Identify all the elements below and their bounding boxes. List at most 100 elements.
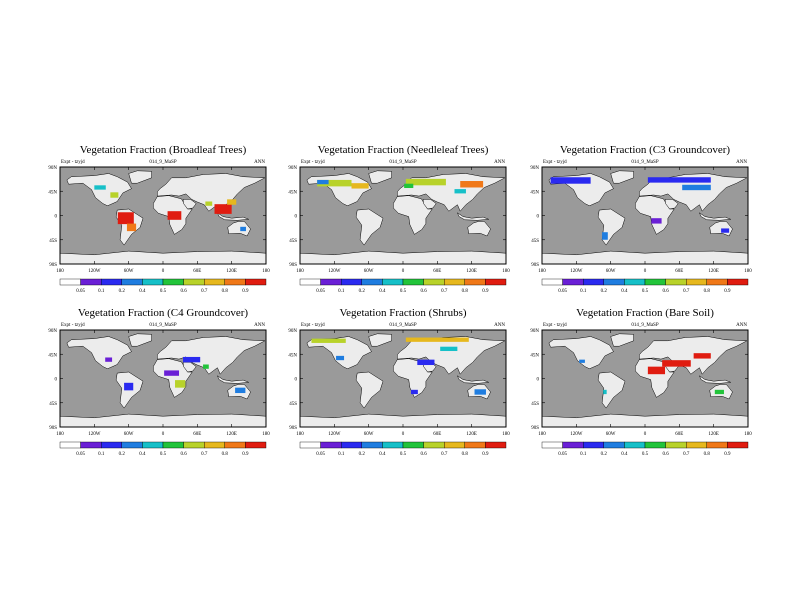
colorbar-swatch [183,278,205,286]
colorbar-swatch [464,278,486,286]
colorbar-label: 0.05 [558,289,567,294]
colorbar-swatch [541,441,563,449]
colorbar-swatch [80,441,102,449]
lat-tick-label: 45N [288,190,297,195]
data-patch [474,389,486,395]
land-africa [153,358,193,398]
land-australia [227,221,251,237]
colorbar-swatch [224,278,246,286]
lat-tick-label: 0 [55,215,58,220]
lon-tick-label: 180 [296,269,304,274]
colorbar-swatch [665,441,687,449]
data-patch [110,192,119,198]
lon-tick-label: 120E [226,269,237,274]
data-patch [647,177,711,183]
colorbar-swatch [562,278,584,286]
data-patch [404,183,414,189]
land-arabia [182,199,197,210]
lon-tick-label: 120E [708,269,719,274]
colorbar-label: 0.7 [683,452,690,457]
panel-title: Vegetation Fraction (Needleleaf Trees) [318,144,489,156]
land-greenland [128,170,152,184]
map-panel-needleleaf_trees: Vegetation Fraction (Needleleaf Trees) Ex… [288,144,510,294]
colorbar-swatch [299,441,321,449]
colorbar-swatch [59,278,81,286]
lat-tick-label: 45N [288,353,297,358]
lon-tick-label: 120E [708,432,719,437]
colorbar-label: 0.9 [242,289,249,294]
data-patch [602,232,608,240]
run-label: 014_9_MaSP [631,160,658,165]
colorbar-label: 0.6 [420,289,427,294]
colorbar-label: 0.1 [580,289,587,294]
data-patch [454,189,466,194]
lon-tick-label: 0 [402,269,405,274]
colorbar-label: 0.5 [400,289,407,294]
colorbar-swatch [121,278,143,286]
colorbar-label: 0.9 [724,289,731,294]
lon-tick-label: 180 [502,432,510,437]
data-patch [203,364,209,369]
data-patch [714,389,724,395]
experiment-label: Expt - tzyjd [61,160,85,165]
lon-tick-label: 180 [538,432,546,437]
colorbar-swatch [341,441,363,449]
lon-tick-label: 60W [124,269,134,274]
colorbar-label: 0.2 [119,452,126,457]
colorbar-label: 0.6 [180,289,187,294]
colorbar-swatch [444,441,466,449]
lat-tick-label: 45S [49,239,57,244]
panel-title: Vegetation Fraction (Shrubs) [339,307,466,319]
colorbar-label: 0.8 [222,289,229,294]
data-patch [647,366,666,375]
colorbar-swatch [320,441,342,449]
colorbar-swatch [100,278,122,286]
experiment-label: Expt - tzyjd [301,323,325,328]
lat-tick-label: 45S [289,239,297,244]
lon-tick-label: 120W [88,432,101,437]
lon-tick-label: 60W [606,432,616,437]
run-label: 014_9_MaSP [149,160,176,165]
lon-tick-label: 60E [433,432,441,437]
lon-tick-label: 60W [364,269,374,274]
data-patch [721,228,730,233]
lon-tick-label: 180 [744,432,752,437]
lat-tick-label: 45S [531,402,539,407]
colorbar-swatch [203,278,225,286]
colorbar-label: 0.5 [642,289,649,294]
lat-tick-label: 90N [48,329,57,334]
lat-tick-label: 90N [48,166,57,171]
lon-tick-label: 180 [262,269,270,274]
lat-tick-label: 90N [530,166,539,171]
lon-tick-label: 60E [675,269,683,274]
lat-tick-label: 90N [530,329,539,334]
data-patch [411,389,418,395]
experiment-label: Expt - tzyjd [301,160,325,165]
colorbar-swatch [224,441,246,449]
lat-tick-label: 90N [288,329,297,334]
colorbar-label: 0.4 [139,289,146,294]
lon-tick-label: 0 [644,269,647,274]
colorbar-swatch [402,441,424,449]
lat-tick-label: 45S [289,402,297,407]
data-patch [317,179,352,187]
lon-tick-label: 120E [466,269,477,274]
colorbar-label: 0.4 [379,289,386,294]
land-indonesia [456,212,489,221]
colorbar-label: 0.2 [359,452,366,457]
data-patch [351,183,369,189]
experiment-label: Expt - tzyjd [543,323,567,328]
colorbar-swatch [361,441,383,449]
land-south-america [355,371,384,409]
colorbar-swatch [183,441,205,449]
data-patch [214,204,232,214]
colorbar-label: 0.05 [316,289,325,294]
map-panel-c3_groundcover: Vegetation Fraction (C3 Groundcover) Expt… [530,144,752,294]
colorbar-label: 0.6 [662,289,669,294]
land-indonesia [698,212,731,221]
land-africa [635,195,675,235]
data-patch [460,181,484,188]
lon-tick-label: 60W [124,432,134,437]
colorbar-swatch [603,278,625,286]
lat-tick-label: 0 [537,378,540,383]
